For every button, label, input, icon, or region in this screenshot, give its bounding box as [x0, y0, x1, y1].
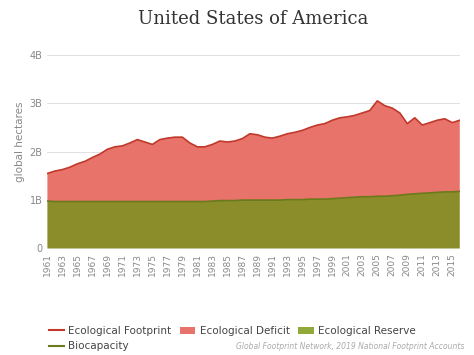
Text: Global Footprint Network, 2019 National Footprint Accounts: Global Footprint Network, 2019 National …: [236, 343, 465, 351]
Title: United States of America: United States of America: [138, 10, 369, 28]
Y-axis label: global hectares: global hectares: [15, 102, 26, 182]
Legend: Ecological Footprint, Biocapacity, Ecological Deficit, Ecological Reserve: Ecological Footprint, Biocapacity, Ecolo…: [45, 322, 419, 355]
